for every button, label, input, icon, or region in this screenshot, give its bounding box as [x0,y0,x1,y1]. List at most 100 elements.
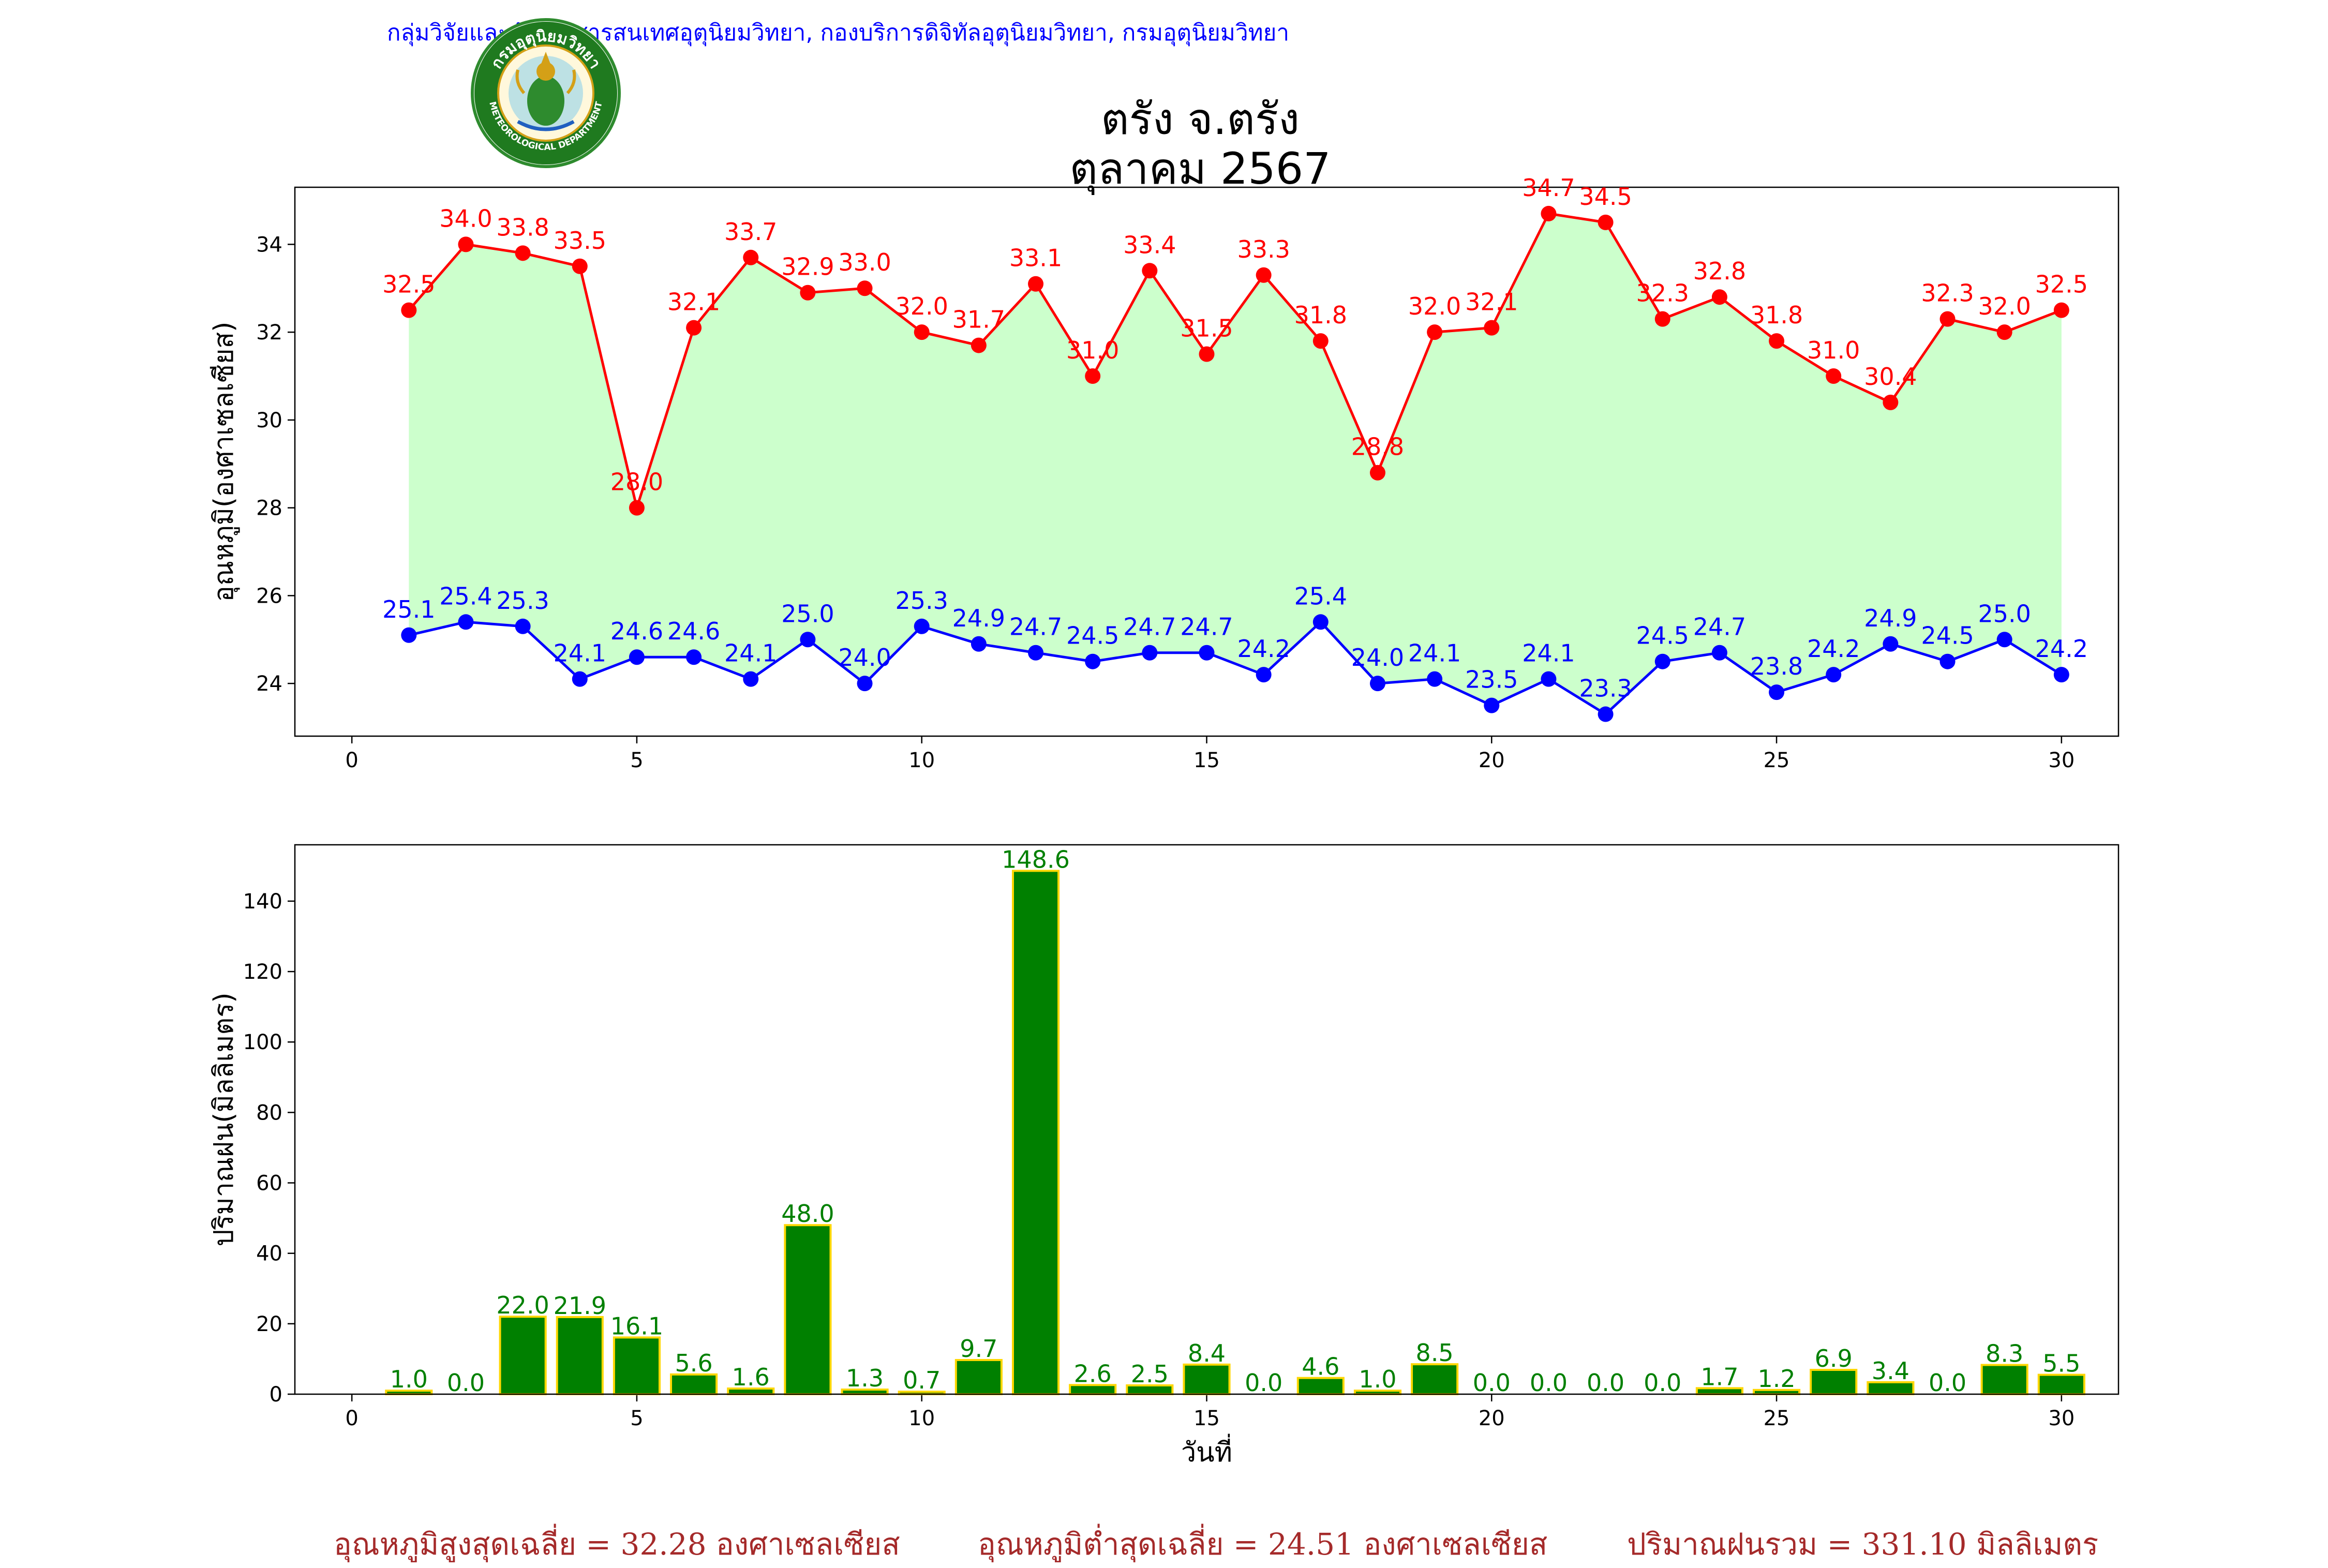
max-temp-value-label: 32.1 [1465,288,1518,316]
min-temp-value-label: 24.2 [1237,635,1290,663]
rain-value-label: 0.7 [903,1366,941,1394]
max-temp-value-label: 31.8 [1294,301,1347,329]
min-temp-point [1142,645,1158,661]
min-temp-value-label: 25.0 [781,600,834,628]
rain-value-label: 9.7 [960,1335,997,1363]
min-temp-value-label: 24.2 [1807,635,1860,663]
y-tick-label: 120 [243,960,282,984]
max-temp-point [1256,267,1272,283]
max-temp-point [458,236,474,252]
max-temp-point [1769,333,1785,349]
min-temp-point [1427,671,1443,687]
min-temp-point [1541,671,1557,687]
max-temp-point [1541,205,1557,221]
y-tick-label: 32 [256,321,282,345]
min-temp-point [572,671,588,687]
max-temp-point [1369,465,1385,481]
rain-bar [1411,1363,1459,1396]
rain-bar [556,1316,604,1395]
max-temp-value-label: 33.1 [1009,244,1062,272]
max-temp-value-label: 33.3 [1237,235,1290,263]
x-tick-label: 20 [1479,749,1505,772]
min-temp-point [1939,653,1956,669]
max-temp-value-label: 32.8 [1693,257,1746,285]
max-temp-point [1484,320,1500,336]
max-temp-point [1085,368,1101,384]
y-axis-label: อุณหภูมิ(องศาเซลเซียส) [208,322,240,602]
min-temp-value-label: 24.9 [952,604,1005,632]
max-temp-value-label: 31.7 [952,306,1005,334]
rain-bar [784,1224,832,1395]
y-tick-label: 30 [256,409,282,432]
min-temp-value-label: 24.7 [1009,613,1062,641]
min-temp-point [857,676,873,692]
plot-background [295,845,2118,1394]
max-temp-point [800,285,816,301]
rain-value-label: 2.6 [1074,1360,1112,1387]
min-temp-point [458,614,474,630]
min-temp-value-label: 24.1 [554,639,606,667]
x-tick-label: 30 [2048,1407,2075,1430]
min-temp-point [1654,653,1670,669]
min-temp-point [1826,667,1842,683]
max-temp-value-label: 32.0 [1408,292,1461,320]
x-tick-label: 0 [345,1407,358,1430]
rain-value-label: 0.0 [1644,1369,1681,1397]
footer-avg-min-temp: อุณหภูมิต่ำสุดเฉลี่ย = 24.51 องศาเซลเซีย… [978,1527,1548,1562]
y-tick-label: 60 [256,1172,282,1196]
min-temp-point [971,636,987,652]
rain-value-label: 0.0 [1473,1369,1511,1397]
temperature-chart: 0 5 10 15 20 25 30 24 26 28 30 32 34 อุณหภูมิ(องศาเซล… [208,174,2120,772]
max-temp-point [857,280,873,296]
max-temp-point [572,258,588,274]
rain-bar [613,1336,661,1395]
rain-value-label: 0.0 [1587,1369,1624,1397]
max-temp-value-label: 34.5 [1579,183,1632,211]
min-temp-point [1769,684,1785,700]
rain-bar [1296,1377,1345,1395]
max-temp-point [1028,276,1044,292]
min-temp-point [1711,645,1727,661]
min-temp-value-label: 23.8 [1750,652,1803,680]
max-temp-value-label: 32.9 [781,253,834,281]
rain-value-label: 5.6 [675,1349,713,1377]
max-temp-point [1826,368,1842,384]
rain-value-label: 8.4 [1188,1339,1226,1367]
min-temp-value-label: 24.5 [1636,622,1689,650]
x-tick-label: 5 [630,749,643,772]
rain-value-label: 22.0 [496,1291,549,1319]
max-temp-point [515,245,531,261]
x-tick-label: 15 [1193,1407,1220,1430]
plot-frame [294,844,2120,1395]
min-temp-value-label: 24.6 [667,617,720,645]
rain-value-label: 3.4 [1872,1357,1909,1385]
max-temp-value-label: 34.7 [1522,174,1575,202]
rain-value-label: 0.0 [1245,1369,1282,1397]
rain-bar [499,1316,547,1395]
min-temp-point [1256,667,1272,683]
rain-value-label: 4.6 [1302,1353,1339,1381]
rain-value-label: 148.6 [1002,845,1070,873]
y-tick-label: 20 [256,1312,282,1336]
max-temp-value-label: 33.0 [838,248,891,276]
y-tick-label: 40 [256,1242,282,1266]
min-temp-value-label: 24.9 [1864,604,1917,632]
y-tick-label: 0 [270,1383,282,1407]
min-temp-value-label: 23.3 [1579,675,1632,703]
rain-value-label: 1.0 [1359,1365,1396,1393]
min-temp-point [1883,636,1899,652]
max-temp-value-label: 32.5 [2035,271,2088,298]
temperature-range-fill [409,213,2062,714]
rain-value-label: 0.0 [447,1369,485,1397]
max-temp-value-label: 32.3 [1636,279,1689,307]
max-temp-value-label: 31.0 [1807,336,1860,364]
rain-value-label: 1.6 [732,1363,770,1391]
meteorological-department-seal-icon: กรมอุตุนิยมวิทยา METEOROLOGICAL DEPARTME… [471,18,621,168]
rain-value-label: 48.0 [781,1200,834,1228]
max-temp-point [2053,302,2069,318]
max-temp-point [1883,394,1899,410]
max-temp-value-label: 32.1 [667,288,720,316]
min-temp-value-label: 24.5 [1066,622,1119,650]
rain-value-label: 0.0 [1929,1369,1966,1397]
rain-bar [670,1373,718,1396]
